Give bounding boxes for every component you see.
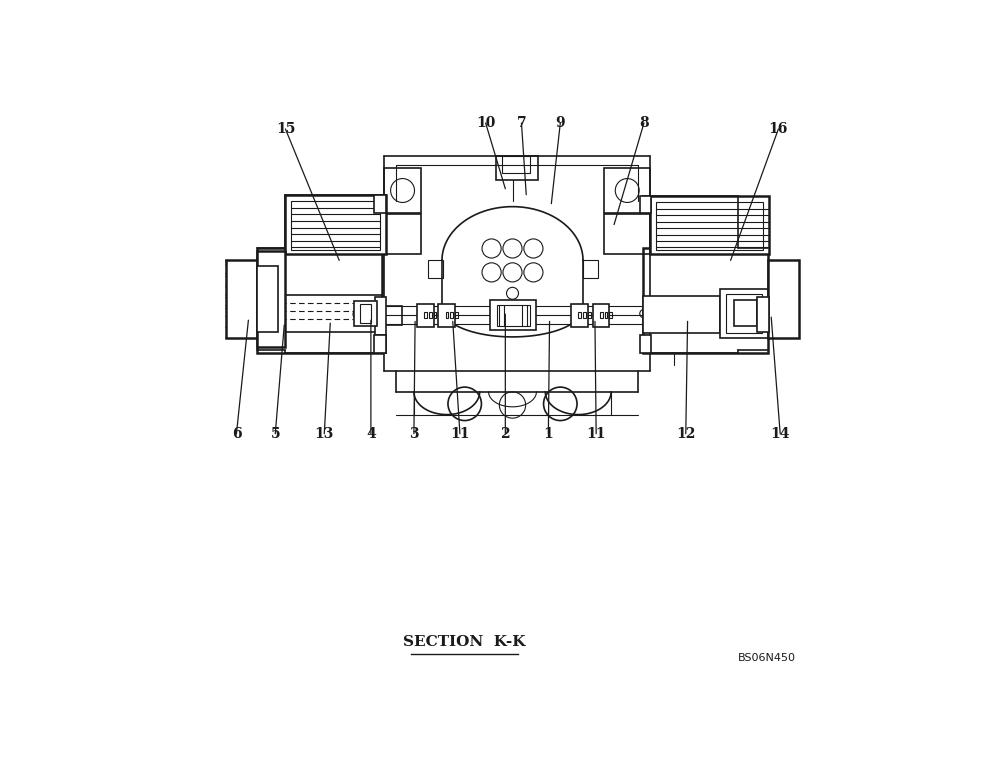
Bar	[428, 261, 443, 279]
Bar	[257, 295, 382, 332]
Bar	[643, 296, 720, 334]
Bar	[593, 304, 609, 327]
Bar	[726, 294, 762, 334]
Bar	[226, 261, 257, 338]
Bar	[291, 201, 380, 250]
Bar	[650, 196, 769, 255]
Bar	[446, 313, 448, 318]
Text: 5: 5	[270, 427, 280, 441]
Text: 6: 6	[232, 427, 241, 441]
Bar	[285, 195, 386, 255]
Bar	[424, 313, 427, 318]
Bar	[384, 214, 421, 255]
Bar	[497, 305, 530, 326]
Bar	[600, 313, 603, 318]
Bar	[384, 306, 402, 325]
Text: 8: 8	[639, 116, 649, 130]
Bar	[384, 168, 421, 213]
Bar	[583, 313, 586, 318]
Bar	[605, 313, 607, 318]
Bar	[450, 313, 453, 318]
Bar	[429, 313, 432, 318]
Bar	[583, 261, 598, 279]
Text: 13: 13	[315, 427, 334, 441]
Bar	[257, 266, 278, 332]
Bar	[257, 251, 285, 347]
Bar	[571, 304, 588, 327]
Bar	[757, 297, 769, 332]
Bar	[588, 313, 591, 318]
Text: 2: 2	[501, 427, 510, 441]
Bar	[375, 297, 386, 334]
Text: 11: 11	[450, 427, 470, 441]
Bar	[502, 157, 530, 173]
Text: 7: 7	[517, 116, 526, 130]
Bar	[455, 313, 458, 318]
Bar	[374, 195, 386, 213]
Text: 11: 11	[586, 427, 606, 441]
Bar	[496, 156, 538, 180]
Text: 4: 4	[366, 427, 376, 441]
Bar	[490, 300, 536, 331]
Text: 10: 10	[476, 116, 495, 130]
Bar	[438, 304, 455, 327]
Bar	[354, 301, 377, 326]
Text: 1: 1	[543, 427, 553, 441]
Text: 16: 16	[769, 122, 788, 136]
Text: 12: 12	[676, 427, 695, 441]
Bar	[360, 304, 371, 323]
Bar	[643, 248, 768, 353]
Text: 14: 14	[770, 427, 790, 441]
Text: SECTION  K-K: SECTION K-K	[403, 635, 526, 649]
Bar	[640, 196, 651, 213]
Bar	[734, 300, 757, 326]
Bar	[720, 289, 768, 338]
Bar	[640, 335, 651, 353]
Bar	[609, 313, 612, 318]
Bar	[578, 313, 581, 318]
Bar	[656, 202, 763, 250]
Bar	[768, 261, 799, 338]
Bar	[257, 248, 382, 353]
Text: 15: 15	[276, 122, 295, 136]
Text: 9: 9	[555, 116, 565, 130]
Text: BS06N450: BS06N450	[737, 653, 795, 663]
Bar	[417, 304, 434, 327]
Bar	[604, 168, 650, 213]
Bar	[374, 335, 386, 353]
Bar	[604, 214, 650, 255]
Bar	[434, 313, 436, 318]
Text: 3: 3	[409, 427, 419, 441]
